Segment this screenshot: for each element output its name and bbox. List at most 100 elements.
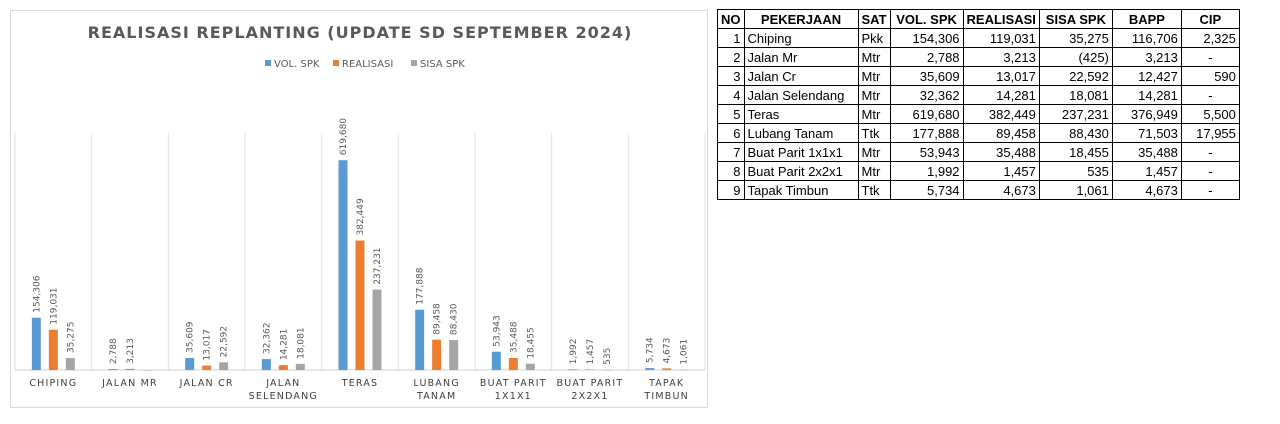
bar-realisasi — [355, 240, 365, 370]
cell-sat: Mtr — [857, 47, 891, 67]
table-row: 6 Lubang Tanam Ttk 177,888 89,458 88,430 71,50… — [717, 123, 1240, 143]
cell-no: 2 — [717, 47, 745, 67]
cell-realisasi: 119,031 — [962, 28, 1040, 48]
bar-vol-spk — [415, 309, 425, 370]
table-row: 9 Tapak Timbun Ttk 5,734 4,673 1,061 4,673- — [717, 180, 1240, 200]
cell-sisa-spk: 18,081 — [1038, 85, 1113, 105]
data-label: 5,734 — [646, 337, 656, 363]
cell-realisasi: 14,281 — [962, 85, 1040, 105]
header-cip: CIP — [1180, 9, 1240, 29]
header-realisasi: REALISASI — [962, 9, 1040, 29]
cell-cip: 590 — [1180, 66, 1240, 86]
bar-realisasi — [508, 357, 518, 370]
cell-no: 1 — [717, 28, 745, 48]
data-label: 2,788 — [109, 338, 119, 364]
category-label: SELENDANG — [249, 391, 318, 402]
bar-vol-spk — [568, 369, 578, 370]
data-label: 35,275 — [66, 322, 76, 354]
bar-sisa-spk — [525, 363, 535, 370]
cell-realisasi: 89,458 — [962, 123, 1040, 143]
cell-realisasi: 3,213 — [962, 47, 1040, 67]
cell-sat: Mtr — [857, 85, 891, 105]
data-label: 1,061 — [680, 339, 690, 365]
data-label: 35,609 — [186, 321, 196, 353]
category-label: JALAN — [265, 378, 300, 389]
bar-sisa-spk — [679, 369, 689, 371]
data-label: 1,457 — [586, 339, 596, 365]
cell-no: 5 — [717, 104, 745, 124]
category-label: JALAN MR — [101, 378, 158, 389]
bar-vol-spk — [491, 351, 501, 370]
table-row: 3 Jalan Cr Mtr 35,609 13,017 22,592 12,427 590 — [717, 66, 1240, 86]
replanting-table: NO PEKERJAAN SAT VOL. SPK REALISASI SISA… — [717, 9, 1240, 200]
table-row: 2 Jalan Mr Mtr 2,788 3,213 (425) 3,213- — [717, 47, 1240, 67]
bar-sisa-spk — [142, 370, 152, 371]
cell-bapp: 35,488 — [1111, 142, 1182, 162]
data-label: 154,306 — [32, 275, 42, 312]
cell-sisa-spk: 237,231 — [1038, 104, 1113, 124]
chart-panel: REALISASI REPLANTING (UPDATE SD SEPTEMBE… — [10, 10, 708, 408]
cell-sat: Ttk — [857, 123, 891, 143]
cell-sisa-spk: 535 — [1038, 161, 1113, 181]
cell-bapp: 71,503 — [1111, 123, 1182, 143]
header-pekerjaan: PEKERJAAN — [743, 9, 859, 29]
cell-vol-spk: 619,680 — [889, 104, 964, 124]
category-label: JALAN CR — [179, 378, 234, 389]
legend-swatch — [333, 60, 339, 66]
bar-sisa-spk — [65, 358, 75, 370]
cell-realisasi: 13,017 — [962, 66, 1040, 86]
cell-no: 6 — [717, 123, 745, 143]
legend-swatch — [265, 60, 271, 66]
data-label: 535 — [603, 348, 613, 365]
cell-vol-spk: 5,734 — [889, 180, 964, 200]
category-label: TIMBUN — [643, 391, 689, 402]
data-label: 13,017 — [203, 329, 213, 361]
bar-chart: REALISASI REPLANTING (UPDATE SD SEPTEMBE… — [14, 23, 706, 402]
bar-sisa-spk — [219, 362, 229, 370]
bar-vol-spk — [645, 368, 655, 370]
cell-sat: Mtr — [857, 104, 891, 124]
table-row: 4 Jalan Selendang Mtr 32,362 14,281 18,081 14,… — [717, 85, 1240, 105]
category-label: LUBANG — [413, 378, 459, 389]
category-label: TERAS — [341, 378, 379, 389]
bar-realisasi — [278, 365, 288, 370]
data-label: 88,430 — [450, 303, 460, 335]
bar-realisasi — [48, 329, 58, 370]
cell-pekerjaan: Lubang Tanam — [743, 123, 859, 143]
cell-sat: Mtr — [857, 66, 891, 86]
category-label: CHIPING — [29, 378, 77, 389]
bar-realisasi — [432, 339, 442, 370]
cell-sat: Pkk — [857, 28, 891, 48]
cell-pekerjaan: Jalan Selendang — [743, 85, 859, 105]
header-sisa-spk: SISA SPK — [1038, 9, 1113, 29]
data-label: 3,213 — [126, 338, 136, 364]
cell-bapp: 3,213 — [1111, 47, 1182, 67]
cell-cip: - — [1180, 142, 1240, 162]
chart-title: REALISASI REPLANTING (UPDATE SD SEPTEMBE… — [88, 23, 633, 42]
cell-pekerjaan: Buat Parit 2x2x1 — [743, 161, 859, 181]
data-label: 619,680 — [339, 118, 349, 155]
category-label: TANAM — [416, 391, 456, 402]
cell-no: 4 — [717, 85, 745, 105]
header-bapp: BAPP — [1111, 9, 1182, 29]
cell-no: 9 — [717, 180, 745, 200]
cell-sisa-spk: 88,430 — [1038, 123, 1113, 143]
data-label: 14,281 — [279, 329, 289, 361]
category-label: 2X2X1 — [571, 391, 608, 402]
cell-sisa-spk: 1,061 — [1038, 180, 1113, 200]
cell-vol-spk: 177,888 — [889, 123, 964, 143]
cell-sisa-spk: (425) — [1038, 47, 1113, 67]
bar-sisa-spk — [372, 289, 382, 370]
legend-label: SISA SPK — [420, 59, 465, 70]
header-no: NO — [717, 9, 745, 29]
legend-label: REALISASI — [342, 59, 393, 70]
bar-sisa-spk — [449, 340, 459, 370]
data-label: 89,458 — [433, 303, 443, 335]
table-row: 1 Chiping Pkk 154,306 119,031 35,275 116,706 2,… — [717, 28, 1240, 48]
data-label: 382,449 — [356, 198, 366, 235]
bar-vol-spk — [261, 359, 271, 370]
data-label: 53,943 — [492, 315, 502, 347]
data-label: 4,673 — [663, 338, 673, 364]
cell-cip: 2,325 — [1180, 28, 1240, 48]
cell-cip: - — [1180, 47, 1240, 67]
